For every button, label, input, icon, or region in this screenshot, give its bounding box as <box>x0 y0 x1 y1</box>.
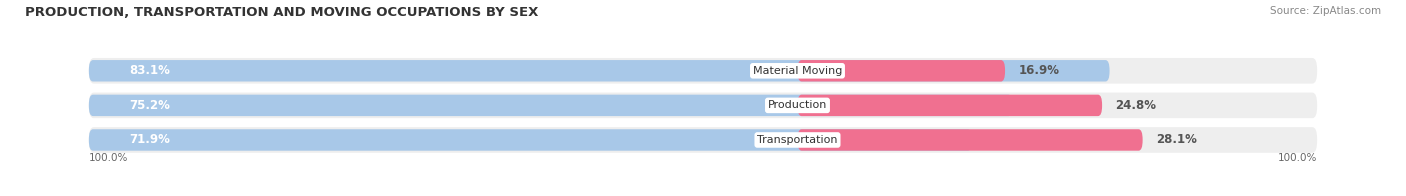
Text: Source: ZipAtlas.com: Source: ZipAtlas.com <box>1270 6 1381 16</box>
FancyBboxPatch shape <box>89 58 1317 83</box>
FancyBboxPatch shape <box>797 129 1143 151</box>
Text: Production: Production <box>768 100 827 110</box>
FancyBboxPatch shape <box>89 129 972 151</box>
Text: 75.2%: 75.2% <box>129 99 170 112</box>
FancyBboxPatch shape <box>89 60 1109 82</box>
FancyBboxPatch shape <box>797 60 1005 82</box>
FancyBboxPatch shape <box>89 95 1012 116</box>
Text: 28.1%: 28.1% <box>1156 133 1197 146</box>
Text: 24.8%: 24.8% <box>1115 99 1157 112</box>
FancyBboxPatch shape <box>89 93 1317 118</box>
Text: Material Moving: Material Moving <box>752 66 842 76</box>
Text: 83.1%: 83.1% <box>129 64 170 77</box>
Text: 16.9%: 16.9% <box>1018 64 1060 77</box>
Text: Transportation: Transportation <box>758 135 838 145</box>
Text: 100.0%: 100.0% <box>1278 153 1317 163</box>
Text: PRODUCTION, TRANSPORTATION AND MOVING OCCUPATIONS BY SEX: PRODUCTION, TRANSPORTATION AND MOVING OC… <box>25 6 538 19</box>
Text: 100.0%: 100.0% <box>89 153 128 163</box>
Text: 71.9%: 71.9% <box>129 133 170 146</box>
FancyBboxPatch shape <box>89 127 1317 153</box>
FancyBboxPatch shape <box>797 95 1102 116</box>
